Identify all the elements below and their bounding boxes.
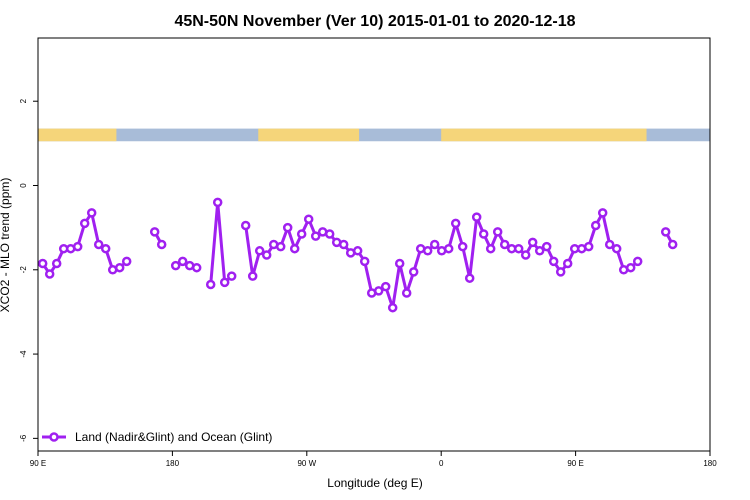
data-point — [450, 218, 461, 229]
data-point — [555, 267, 566, 277]
land-strip-segment — [441, 128, 647, 142]
data-point — [520, 250, 531, 260]
data-point — [205, 279, 216, 290]
x-tick-label: 0 — [439, 459, 444, 468]
data-point — [303, 214, 314, 224]
data-point — [310, 231, 321, 241]
data-point — [156, 239, 167, 250]
data-point — [93, 239, 104, 250]
data-point — [471, 212, 482, 222]
data-point — [359, 256, 370, 267]
data-point — [408, 267, 419, 277]
y-axis-label: XCO2 - MLO trend (ppm) — [0, 178, 12, 313]
y-tick-label: 2 — [19, 98, 28, 103]
data-point — [37, 258, 48, 269]
data-point — [625, 262, 636, 273]
y-tick-label: 0 — [19, 183, 28, 188]
x-tick-label: 180 — [166, 459, 180, 468]
data-point — [275, 241, 286, 252]
data-point — [429, 239, 440, 250]
plot-area — [37, 128, 710, 313]
data-point — [583, 241, 594, 252]
y-tick-label: -6 — [19, 434, 28, 442]
data-point — [611, 243, 622, 254]
data-point — [394, 258, 405, 269]
data-point — [597, 208, 608, 218]
legend-marker-swatch — [49, 432, 59, 442]
data-point — [422, 246, 433, 256]
legend-label: Land (Nadir&Glint) and Ocean (Glint) — [75, 430, 272, 444]
series-line — [244, 211, 639, 310]
data-point — [338, 239, 349, 250]
data-point — [177, 256, 188, 267]
legend: Land (Nadir&Glint) and Ocean (Glint) — [42, 430, 272, 444]
y-tick-label: -4 — [19, 350, 28, 358]
data-point — [499, 239, 510, 250]
data-point — [478, 229, 489, 239]
data-point — [289, 243, 300, 254]
series-line — [209, 200, 233, 285]
data-point — [79, 218, 90, 229]
data-point — [513, 243, 524, 254]
data-point — [191, 262, 202, 273]
data-point — [548, 256, 559, 267]
data-point — [261, 250, 272, 260]
data-point — [660, 227, 671, 237]
data-point — [121, 256, 132, 267]
data-point — [380, 281, 391, 292]
data-point — [534, 246, 545, 256]
data-point — [86, 208, 97, 218]
data-point — [240, 220, 251, 231]
data-point — [541, 241, 552, 252]
data-point — [219, 277, 230, 288]
x-axis: 90 E 180 90 W 0 90 E 180 — [30, 451, 717, 468]
data-point — [373, 286, 384, 296]
land-strip-segment — [258, 128, 360, 142]
data-point — [247, 271, 258, 281]
y-axis: 2 0 -2 -4 -6 — [19, 98, 38, 442]
plot-frame — [37, 37, 711, 452]
data-point — [226, 271, 237, 281]
data-point — [149, 227, 160, 237]
data-point — [170, 260, 181, 271]
data-point — [282, 222, 293, 233]
data-point — [296, 229, 307, 239]
data-point — [443, 243, 454, 254]
data-point — [72, 241, 83, 252]
data-point — [114, 262, 125, 273]
data-point — [324, 229, 335, 239]
data-point — [632, 256, 643, 267]
data-point — [604, 239, 615, 250]
data-point — [212, 197, 223, 208]
data-point — [51, 258, 62, 269]
data-point — [44, 269, 55, 279]
data-point — [527, 237, 538, 248]
data-point — [492, 227, 503, 237]
chart-title: 45N-50N November (Ver 10) 2015-01-01 to … — [174, 13, 575, 30]
y-tick-label: -2 — [19, 266, 28, 274]
land-strip-segment — [38, 128, 117, 142]
x-tick-label: 90 E — [567, 459, 583, 468]
data-point — [401, 288, 412, 298]
data-point — [590, 220, 601, 231]
data-point — [387, 302, 398, 313]
data-point — [254, 246, 265, 256]
data-point — [100, 243, 111, 254]
x-tick-label: 180 — [703, 459, 717, 468]
data-point — [352, 246, 363, 256]
data-point — [464, 273, 475, 283]
x-tick-label: 90 E — [30, 459, 46, 468]
data-point — [457, 241, 468, 252]
data-point — [485, 243, 496, 254]
x-axis-label: Longitude (deg E) — [327, 476, 422, 490]
x-tick-label: 90 W — [297, 459, 316, 468]
data-point — [562, 258, 573, 269]
data-point — [667, 239, 678, 250]
